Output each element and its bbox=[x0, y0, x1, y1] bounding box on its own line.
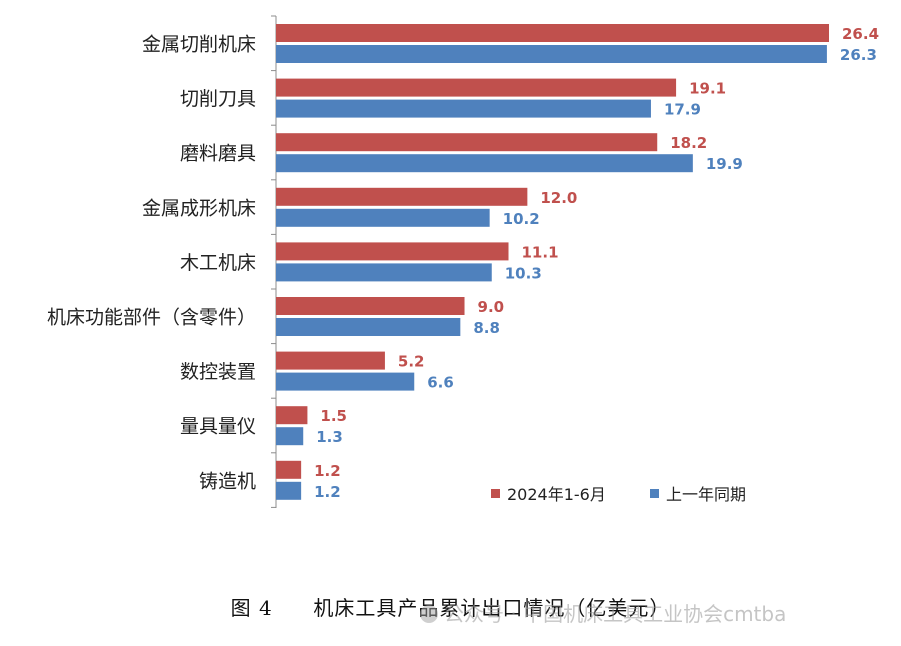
category-label: 磨料磨具 bbox=[180, 143, 256, 165]
bar-previous bbox=[276, 45, 827, 63]
value-label: 19.9 bbox=[706, 155, 743, 173]
bar-current bbox=[276, 297, 465, 315]
category-label: 数控装置 bbox=[180, 361, 256, 383]
category-label: 机床功能部件（含零件） bbox=[47, 307, 256, 329]
bar-previous bbox=[276, 318, 461, 336]
value-label: 1.5 bbox=[320, 407, 347, 425]
value-label: 5.2 bbox=[398, 353, 425, 371]
category-label: 量具量仪 bbox=[180, 416, 256, 438]
value-label: 10.3 bbox=[505, 264, 542, 282]
category-label: 木工机床 bbox=[180, 252, 256, 274]
bar-current bbox=[276, 24, 829, 42]
bar-current bbox=[276, 406, 308, 425]
category-label: 切削刀具 bbox=[180, 88, 256, 110]
bar-current bbox=[276, 133, 658, 152]
legend-swatch bbox=[650, 489, 659, 498]
value-label: 9.0 bbox=[478, 298, 505, 316]
value-label: 26.3 bbox=[840, 46, 877, 64]
legend-label: 上一年同期 bbox=[666, 485, 746, 504]
legend-label: 2024年1-6月 bbox=[507, 485, 606, 504]
bar-previous bbox=[276, 208, 490, 227]
figure-caption: 图 4 机床工具产品累计出口情况（亿美元） bbox=[0, 592, 901, 621]
bar-previous bbox=[276, 427, 304, 446]
bar-chart: 金属切削机床 26.4 26.3 切削刀具 19.1 17.9 磨料磨具 18.2 19.9 金属… bbox=[47, 15, 879, 508]
bar-previous bbox=[276, 263, 492, 282]
value-label: 1.3 bbox=[316, 428, 343, 446]
figure-number: 图 4 bbox=[230, 596, 273, 620]
legend-swatch bbox=[491, 489, 500, 498]
value-label: 1.2 bbox=[314, 462, 341, 480]
bar-previous bbox=[276, 372, 415, 391]
bar-previous bbox=[276, 481, 302, 500]
value-label: 10.2 bbox=[503, 210, 540, 228]
watermark-text: 公众号 · 中国机床工具工业协会cmtba bbox=[444, 602, 787, 626]
value-label: 12.0 bbox=[540, 189, 577, 207]
value-label: 11.1 bbox=[522, 243, 559, 261]
bar-current bbox=[276, 351, 385, 370]
value-label: 6.6 bbox=[427, 374, 454, 392]
value-label: 1.2 bbox=[314, 483, 341, 501]
value-label: 26.4 bbox=[842, 25, 879, 43]
category-label: 金属切削机床 bbox=[142, 34, 256, 56]
bar-current bbox=[276, 78, 677, 97]
category-label: 金属成形机床 bbox=[142, 197, 256, 219]
wechat-icon bbox=[420, 605, 438, 623]
value-label: 18.2 bbox=[670, 134, 707, 152]
value-label: 17.9 bbox=[664, 101, 701, 119]
bar-current bbox=[276, 460, 302, 479]
bar-previous bbox=[276, 99, 651, 118]
value-label: 8.8 bbox=[473, 319, 500, 337]
category-label: 铸造机 bbox=[199, 470, 256, 492]
value-label: 19.1 bbox=[689, 80, 726, 98]
bar-current bbox=[276, 242, 509, 261]
bar-previous bbox=[276, 154, 693, 173]
figure-title: 机床工具产品累计出口情况（亿美元） bbox=[313, 596, 671, 620]
watermark: 公众号 · 中国机床工具工业协会cmtba bbox=[420, 598, 786, 627]
bar-current bbox=[276, 187, 528, 206]
